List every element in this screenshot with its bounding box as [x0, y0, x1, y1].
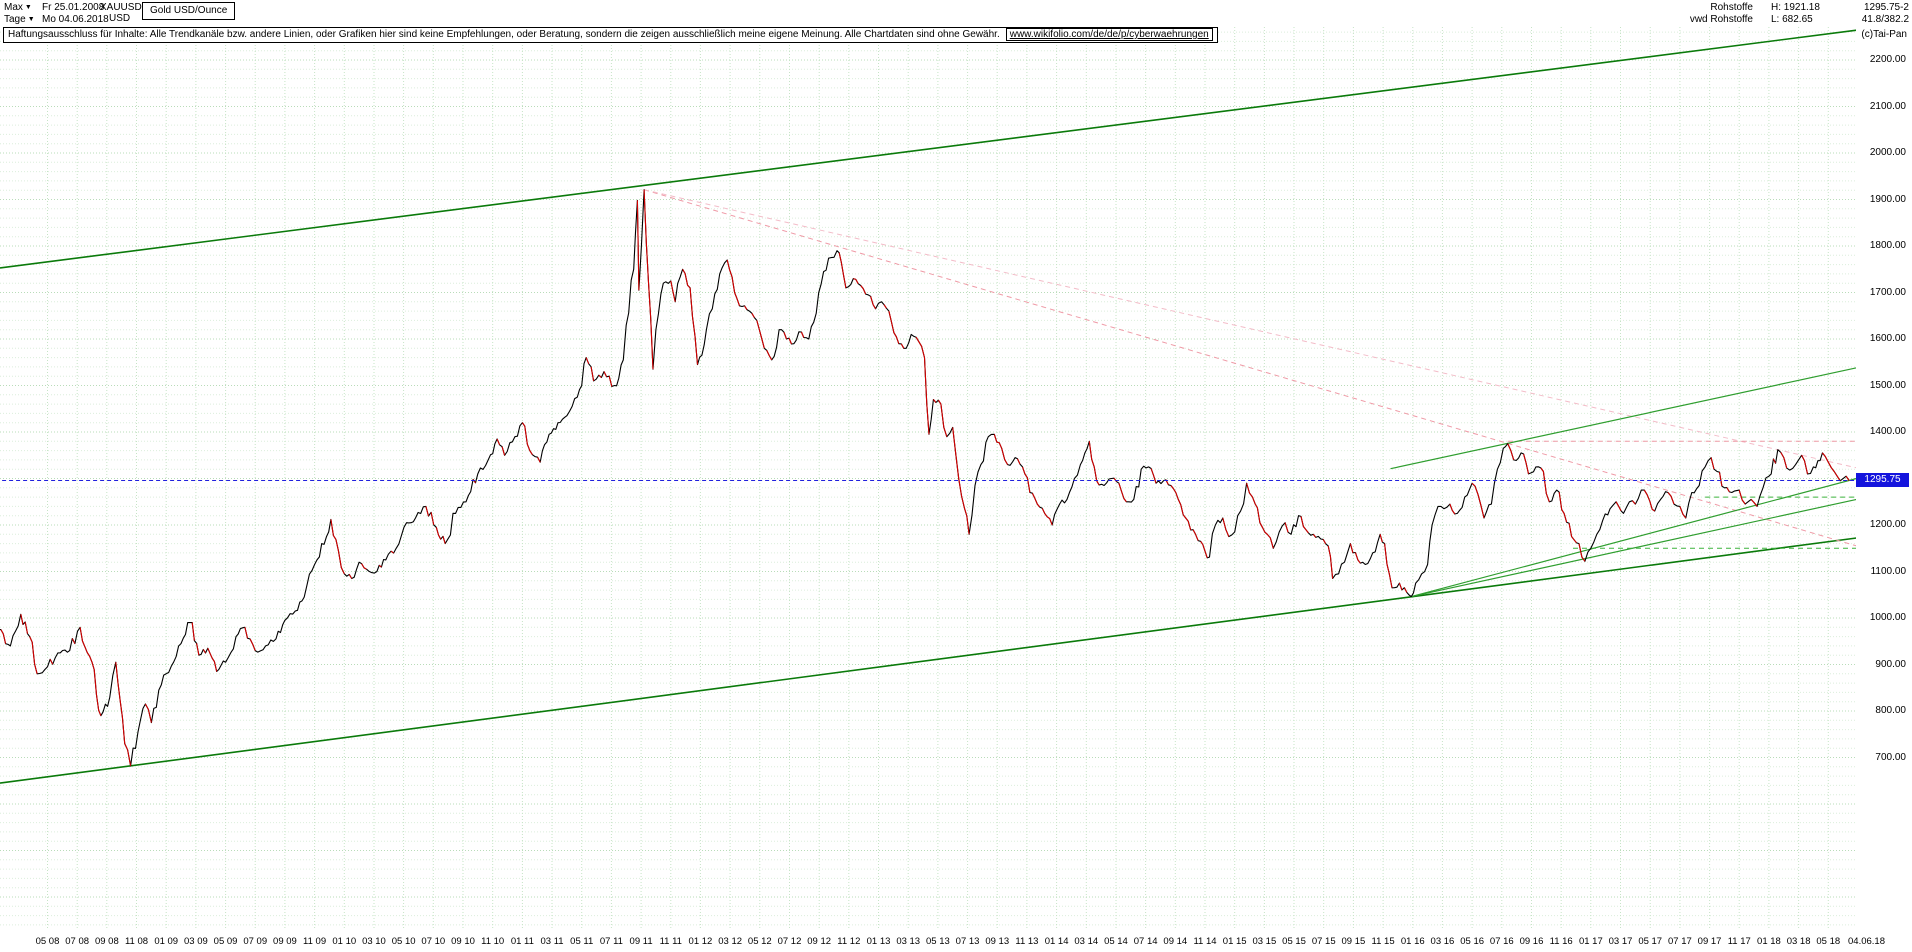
price-axis-label: 2200.00: [1869, 54, 1906, 65]
start-date: Fr 25.01.2008: [42, 2, 105, 13]
trendline-downtrend-from-peak-b[interactable]: [643, 189, 1857, 469]
current-price-badge: 1295.75: [1856, 473, 1909, 488]
trendline-downtrend-from-peak-a[interactable]: [643, 189, 1857, 547]
wikifolio-link[interactable]: www.wikifolio.com/de/de/p/cyberwaehrunge…: [1005, 28, 1213, 41]
price-path: [0, 189, 1850, 767]
period-low: L: 682.65: [1771, 14, 1813, 25]
price-axis-label: 1500.00: [1869, 379, 1906, 391]
trendline-minor-rising-support-a[interactable]: [1411, 498, 1857, 598]
price-axis-label: 700.00: [1875, 751, 1906, 763]
price-axis-label: 1600.00: [1869, 333, 1906, 344]
price-axis-label: 2000.00: [1869, 147, 1906, 158]
price-down-ticks: [0, 189, 1850, 767]
chevron-down-icon: ▼: [27, 16, 35, 23]
last-price-info: 1295.75-2: [1863, 2, 1909, 13]
currency: USD: [109, 13, 131, 24]
time-axis-end-label: 04.06.18: [1848, 936, 1885, 947]
instrument-name: Gold USD/Ounce: [150, 5, 228, 16]
price-axis-label: 1900.00: [1869, 193, 1906, 205]
trendline-minor-rising-resistance[interactable]: [1390, 367, 1857, 470]
quote-info: Rohstoffe H: 1921.18 1295.75-2 vwd Rohst…: [1690, 2, 1909, 25]
tai-pan-watermark: (c)Tai-Pan: [1861, 29, 1907, 40]
provider-label: vwd Rohstoffe: [1689, 14, 1753, 25]
period-high: H: 1921.18: [1771, 2, 1820, 13]
trendline-major-channel-upper[interactable]: [0, 29, 1857, 269]
period-selector[interactable]: Tage ▼: [4, 14, 40, 25]
range-selector[interactable]: Max ▼: [4, 2, 40, 13]
toolbar: Max ▼ Fr 25.01.2008 Tage ▼ Mo 04.06.2018 XAU…: [0, 0, 1912, 26]
end-date: Mo 04.06.2018: [42, 14, 109, 25]
price-axis-label: 1400.00: [1869, 426, 1906, 437]
price-axis-label: 1000.00: [1869, 612, 1906, 623]
symbol-block: XAUUSD USD: [100, 2, 142, 24]
disclaimer-text: Haftungsausschluss für Inhalte: Alle Tre…: [8, 29, 1000, 40]
disclaimer-box: Haftungsausschluss für Inhalte: Alle Tre…: [3, 27, 1218, 43]
trendline-minor-rising-support-b[interactable]: [1411, 477, 1857, 598]
period-row: Tage ▼ Mo 04.06.2018: [4, 14, 109, 25]
price-axis-label: 2100.00: [1869, 100, 1906, 112]
price-axis-label: 1100.00: [1870, 565, 1906, 577]
category-label: Rohstoffe: [1710, 2, 1753, 13]
secondary-info: 41.8/382.2: [1861, 14, 1909, 25]
chevron-down-icon: ▼: [24, 4, 32, 11]
trendline-major-channel-lower[interactable]: [0, 537, 1857, 784]
price-axis-label: 800.00: [1875, 705, 1906, 716]
period-selector-label: Tage: [4, 14, 26, 25]
price-axis-label: 1200.00: [1869, 519, 1906, 530]
instrument-name-box: Gold USD/Ounce: [142, 2, 236, 20]
price-axis-label: 1700.00: [1869, 286, 1906, 298]
range-row: Max ▼ Fr 25.01.2008: [4, 2, 104, 13]
price-axis-label: 1800.00: [1869, 240, 1906, 251]
range-selector-label: Max: [4, 2, 23, 13]
symbol: XAUUSD: [100, 2, 142, 13]
price-axis-label: 900.00: [1875, 658, 1906, 670]
